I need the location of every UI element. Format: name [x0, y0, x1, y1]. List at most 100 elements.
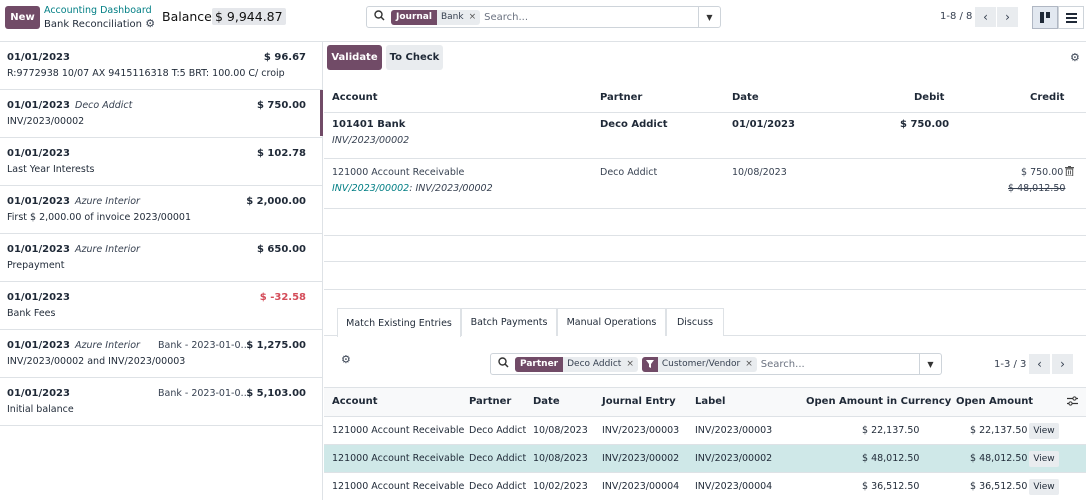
validate-button[interactable]: Validate	[327, 45, 382, 70]
table-row-selected[interactable]: 121000 Account Receivable Deco Addict 10…	[324, 445, 1086, 473]
row-account: 121000 Account Receivable	[332, 453, 465, 464]
liquidity-line-marker	[320, 90, 323, 136]
row-label: INV/2023/00004	[695, 481, 773, 492]
divider	[324, 158, 1086, 159]
line-account: 121000 Account Receivable	[332, 167, 465, 178]
search-dropdown-toggle[interactable]: ▼	[919, 354, 941, 374]
settings-gear-icon[interactable]: ⚙	[1070, 51, 1080, 64]
search-icon	[374, 10, 385, 24]
match-pager-next-button[interactable]: ›	[1052, 354, 1073, 374]
remove-facet-icon[interactable]: ×	[468, 12, 477, 22]
line-credit: $ 750.00	[1021, 167, 1064, 178]
balance-label: Balance:	[162, 9, 217, 24]
statement-partner: Azure Interior	[75, 244, 140, 255]
statement-date: 01/01/2023	[7, 148, 70, 159]
table-row[interactable]: 121000 Account Receivable Deco Addict 10…	[324, 473, 1086, 500]
breadcrumb-current: Bank Reconciliation ⚙	[44, 17, 155, 30]
liquidity-line-row[interactable]: 101401 Bank INV/2023/00002 Deco Addict 0…	[324, 113, 1086, 158]
remove-facet-icon[interactable]: ×	[626, 359, 634, 369]
column-header-debit: Debit	[914, 92, 945, 103]
tab-batch-payments[interactable]: Batch Payments	[461, 308, 557, 336]
table-row[interactable]: 121000 Account Receivable Deco Addict 10…	[324, 417, 1086, 445]
statement-amount: $ 2,000.00	[246, 196, 306, 207]
tab-discuss[interactable]: Discuss	[666, 308, 724, 336]
statement-amount: $ 750.00	[256, 100, 306, 111]
facet-value: Deco Addict	[567, 359, 622, 369]
row-date: 10/02/2023	[533, 481, 588, 492]
search-input[interactable]: Search...	[484, 11, 529, 23]
row-open-amount-currency: $ 36,512.50	[862, 481, 920, 492]
new-button[interactable]: New	[5, 6, 40, 29]
breadcrumb-accounting-dashboard[interactable]: Accounting Dashboard	[44, 5, 152, 16]
row-partner: Deco Addict	[469, 481, 527, 492]
to-check-button[interactable]: To Check	[386, 45, 443, 70]
statement-date: 01/01/2023	[7, 244, 70, 255]
kanban-view-button[interactable]	[1032, 6, 1058, 29]
match-search-input[interactable]: Search...	[760, 358, 805, 370]
statement-line[interactable]: 01/01/2023 $ -32.58 Bank Fees	[0, 282, 323, 330]
row-open-amount: $ 36,512.50	[970, 481, 1028, 492]
column-header-journal-entry[interactable]: Journal Entry	[602, 396, 676, 407]
column-header-credit: Credit	[1030, 92, 1065, 103]
journal-facet: Journal Bank ×	[391, 9, 481, 25]
match-pager-previous-button[interactable]: ‹	[1029, 354, 1050, 374]
statement-line[interactable]: 01/01/2023 Azure Interior $ 650.00 Prepa…	[0, 234, 323, 282]
view-button[interactable]: View	[1029, 423, 1059, 439]
invoice-link[interactable]: INV/2023/00002	[332, 183, 410, 194]
statement-lines-list: 01/01/2023 $ 96.67 R:9772938 10/07 AX 94…	[0, 42, 323, 500]
statement-line[interactable]: 01/01/2023 $ 96.67 R:9772938 10/07 AX 94…	[0, 42, 323, 90]
reconciliation-panel: Validate To Check ⚙ Account Partner Date…	[320, 42, 1086, 500]
divider	[324, 416, 1086, 417]
line-reference: INV/2023/00002: INV/2023/00002	[332, 183, 493, 194]
partner-facet: Partner Deco Addict ×	[515, 356, 638, 372]
row-open-amount-currency: $ 48,012.50	[862, 453, 920, 464]
pager-previous-button[interactable]: ‹	[975, 7, 996, 27]
pager-value[interactable]: 1-8 / 8	[940, 11, 973, 22]
statement-line[interactable]: 01/01/2023 $ 102.78 Last Year Interests	[0, 138, 323, 186]
remove-facet-icon[interactable]: ×	[745, 359, 753, 369]
gear-icon[interactable]: ⚙	[145, 17, 156, 30]
match-search-bar[interactable]: Partner Deco Addict × Customer/Vendor × …	[490, 353, 942, 375]
tab-match-existing-entries[interactable]: Match Existing Entries	[337, 308, 461, 337]
statement-line[interactable]: 01/01/2023 Bank - 2023-01-0… $ 5,103.00 …	[0, 378, 323, 426]
column-header-date[interactable]: Date	[533, 396, 560, 407]
list-view-button[interactable]	[1058, 6, 1084, 29]
top-bar: New Accounting Dashboard Bank Reconcilia…	[0, 0, 1086, 42]
divider	[324, 112, 1086, 113]
statement-line[interactable]: 01/01/2023 Azure Interior Bank - 2023-01…	[0, 330, 323, 378]
statement-partner: Deco Addict	[75, 100, 133, 111]
match-settings-gear-icon[interactable]: ⚙	[341, 353, 351, 366]
statement-line[interactable]: 01/01/2023 Deco Addict $ 750.00 INV/2023…	[0, 90, 323, 138]
column-header-account[interactable]: Account	[332, 396, 378, 407]
column-header-open-amount[interactable]: Open Amount	[956, 396, 1034, 407]
facet-key: Journal	[391, 9, 437, 25]
trash-icon[interactable]	[1065, 166, 1074, 179]
statement-description: Prepayment	[7, 260, 65, 271]
tab-manual-operations[interactable]: Manual Operations	[557, 308, 666, 336]
row-journal-entry: INV/2023/00002	[602, 453, 680, 464]
view-button[interactable]: View	[1029, 479, 1059, 495]
column-header-open-amount-currency[interactable]: Open Amount in Currency	[806, 396, 952, 407]
search-bar[interactable]: Journal Bank × Search... ▼	[366, 6, 721, 28]
match-pager-value[interactable]: 1-3 / 3	[994, 359, 1027, 370]
pager-next-button[interactable]: ›	[997, 7, 1018, 27]
statement-line[interactable]: 01/01/2023 Azure Interior $ 2,000.00 Fir…	[0, 186, 323, 234]
divider	[324, 261, 1086, 262]
line-account: 101401 Bank	[332, 119, 406, 130]
line-debit: $ 750.00	[900, 119, 950, 130]
divider	[324, 208, 1086, 209]
search-dropdown-toggle[interactable]: ▼	[698, 7, 720, 27]
row-partner: Deco Addict	[469, 425, 527, 436]
column-header-partner: Partner	[600, 92, 643, 103]
line-partner: Deco Addict	[600, 119, 668, 130]
statement-date: 01/01/2023	[7, 388, 70, 399]
statement-amount: $ 1,275.00	[246, 340, 306, 351]
row-account: 121000 Account Receivable	[332, 481, 465, 492]
counterpart-line-row[interactable]: 121000 Account Receivable INV/2023/00002…	[324, 159, 1086, 208]
breadcrumb-current-label: Bank Reconciliation	[44, 19, 143, 30]
column-header-label[interactable]: Label	[695, 396, 726, 407]
column-header-partner[interactable]: Partner	[469, 396, 512, 407]
column-options-icon[interactable]	[1067, 396, 1078, 409]
view-button[interactable]: View	[1029, 451, 1059, 467]
statement-description: INV/2023/00002	[7, 116, 85, 127]
